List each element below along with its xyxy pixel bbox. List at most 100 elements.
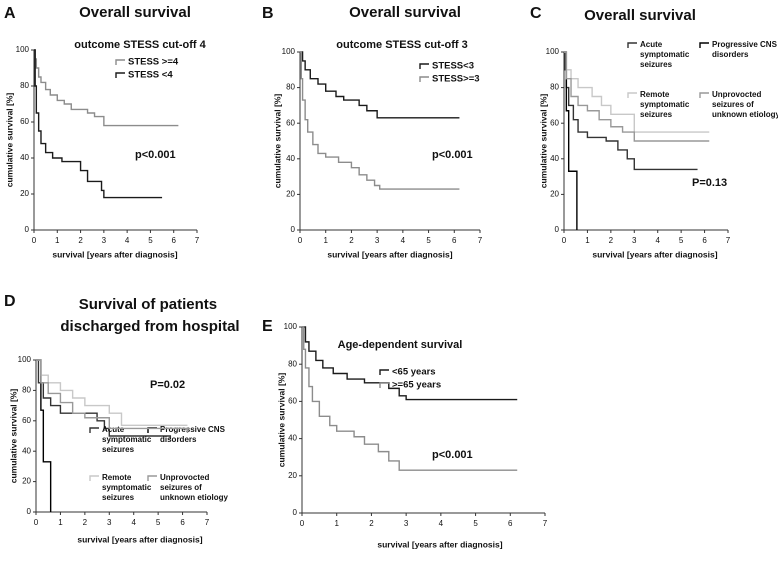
x-tick-label: 3 — [375, 236, 380, 245]
y-tick-label: 60 — [20, 117, 29, 126]
y-axis-label: cumulative survival [%] — [538, 94, 548, 189]
x-tick-label: 3 — [107, 518, 112, 527]
legend-swatch — [89, 475, 99, 481]
y-tick-label: 40 — [22, 446, 31, 455]
y-tick-label: 80 — [286, 83, 295, 92]
x-tick-label: 1 — [55, 236, 60, 245]
y-tick-label: 100 — [18, 355, 32, 364]
x-tick-label: 6 — [702, 236, 707, 245]
chart-title: Survival of patients discharged from hos… — [60, 296, 239, 335]
y-tick-label: 0 — [293, 508, 298, 517]
x-tick-label: 1 — [323, 236, 328, 245]
legend-label: Unprovocted seizures of unknown etiology — [160, 473, 229, 502]
y-tick-label: 60 — [22, 416, 31, 425]
x-axis-label: survival [years after diagnosis] — [592, 249, 717, 259]
y-tick-label: 60 — [550, 118, 559, 127]
annotation: p<0.001 — [135, 149, 176, 161]
y-tick-label: 0 — [27, 507, 32, 516]
x-tick-label: 7 — [543, 519, 548, 528]
legend-swatch — [115, 59, 125, 65]
y-tick-label: 60 — [286, 118, 295, 127]
y-axis-label: cumulative survival [%] — [272, 94, 282, 189]
survival-curve — [302, 326, 518, 401]
x-tick-label: 0 — [300, 519, 305, 528]
y-tick-label: 0 — [25, 225, 30, 234]
y-tick-label: 20 — [22, 477, 31, 486]
legend-label: STESS<3 — [432, 61, 474, 72]
x-tick-label: 5 — [426, 236, 431, 245]
legend-label: Acute symptomatic seizures — [640, 40, 692, 69]
legend-swatch — [379, 382, 389, 388]
legend-label: Progressive CNS disorders — [712, 40, 778, 59]
y-tick-label: 100 — [546, 47, 560, 56]
panel-letter: D — [4, 293, 16, 310]
x-tick-label: 4 — [655, 236, 660, 245]
chart-title: Age-dependent survival — [338, 339, 463, 351]
y-tick-label: 100 — [284, 322, 298, 331]
x-tick-label: 6 — [171, 236, 176, 245]
survival-curve — [34, 49, 179, 127]
x-tick-label: 2 — [369, 519, 374, 528]
y-tick-label: 20 — [20, 189, 29, 198]
legend-label: STESS >=4 — [128, 57, 179, 68]
legend-swatch — [627, 92, 637, 98]
x-tick-label: 6 — [452, 236, 457, 245]
chart-title: Overall survival — [349, 4, 461, 21]
x-tick-label: 7 — [205, 518, 210, 527]
x-tick-label: 7 — [478, 236, 483, 245]
legend-swatch — [419, 76, 429, 82]
x-tick-label: 5 — [473, 519, 478, 528]
y-axis-label: cumulative survival [%] — [8, 389, 18, 484]
x-tick-label: 6 — [508, 519, 513, 528]
survival-curve — [300, 51, 460, 119]
x-tick-label: 5 — [679, 236, 684, 245]
legend-label: >=65 years — [392, 380, 441, 391]
x-tick-label: 2 — [349, 236, 354, 245]
x-tick-label: 0 — [562, 236, 567, 245]
x-tick-label: 1 — [334, 519, 339, 528]
panel-letter: B — [262, 5, 274, 22]
legend-label: Unprovocted seizures of unknown etiology — [712, 90, 778, 119]
legend-label: <65 years — [392, 367, 436, 378]
panel-letter: C — [530, 5, 542, 22]
legend-label: Remote symptomatic seizures — [102, 473, 154, 502]
legend-swatch — [699, 42, 709, 48]
annotation: P=0.13 — [692, 177, 727, 189]
y-tick-label: 80 — [22, 386, 31, 395]
x-tick-label: 3 — [102, 236, 107, 245]
legend-label: Acute symptomatic seizures — [102, 425, 154, 454]
x-tick-label: 6 — [180, 518, 185, 527]
legend-swatch — [379, 369, 389, 375]
x-tick-label: 2 — [78, 236, 83, 245]
y-tick-label: 20 — [550, 190, 559, 199]
survival-curve — [564, 51, 710, 133]
y-tick-label: 80 — [20, 81, 29, 90]
y-tick-label: 40 — [20, 153, 29, 162]
x-tick-label: 7 — [195, 236, 200, 245]
chart-title: Overall survival — [79, 4, 191, 21]
x-tick-label: 0 — [32, 236, 37, 245]
y-tick-label: 40 — [550, 154, 559, 163]
y-tick-label: 80 — [550, 83, 559, 92]
y-tick-label: 80 — [288, 359, 297, 368]
x-tick-label: 4 — [125, 236, 130, 245]
y-tick-label: 40 — [286, 154, 295, 163]
y-tick-label: 20 — [286, 190, 295, 199]
y-axis-label: cumulative survival [%] — [4, 93, 14, 188]
legend-label: STESS <4 — [128, 70, 173, 81]
survival-curve — [300, 51, 460, 190]
annotation: p<0.001 — [432, 449, 473, 461]
chart-subtitle: outcome STESS cut-off 4 — [74, 39, 206, 51]
x-tick-label: 5 — [156, 518, 161, 527]
y-tick-label: 40 — [288, 434, 297, 443]
chart-title: Overall survival — [584, 7, 696, 24]
x-tick-label: 0 — [34, 518, 39, 527]
legend-swatch — [89, 427, 99, 433]
legend-swatch — [147, 475, 157, 481]
panel-letter: E — [262, 318, 273, 335]
x-tick-label: 2 — [83, 518, 88, 527]
legend-swatch — [699, 92, 709, 98]
x-tick-label: 4 — [401, 236, 406, 245]
